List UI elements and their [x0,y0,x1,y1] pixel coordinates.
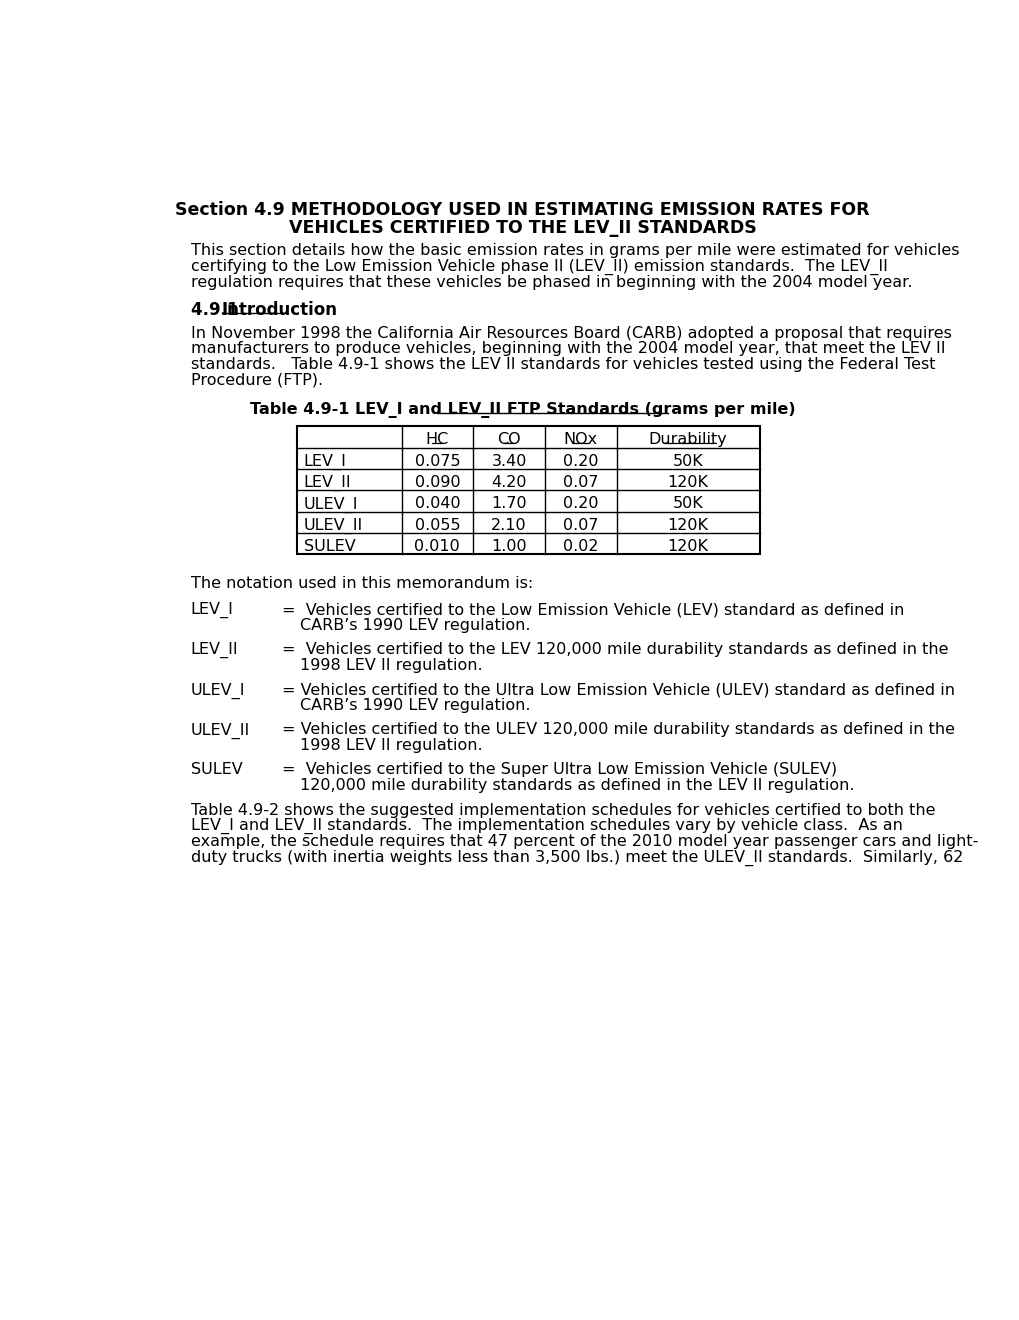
Text: LEV_I: LEV_I [304,454,346,470]
Text: Introduction: Introduction [221,301,337,319]
Text: 1.00: 1.00 [491,539,527,554]
Text: =  Vehicles certified to the Super Ultra Low Emission Vehicle (SULEV): = Vehicles certified to the Super Ultra … [281,763,836,777]
Text: =  Vehicles certified to the Low Emission Vehicle (LEV) standard as defined in: = Vehicles certified to the Low Emission… [281,602,903,618]
Text: duty trucks (with inertia weights less than 3,500 lbs.) meet the ULEV_II standar: duty trucks (with inertia weights less t… [191,850,962,866]
Text: 0.20: 0.20 [562,454,598,469]
Text: 0.07: 0.07 [562,517,598,533]
Text: 0.07: 0.07 [562,475,598,490]
Bar [298,426,759,554]
Text: standards.   Table 4.9-1 shows the LEV II standards for vehicles tested using th: standards. Table 4.9-1 shows the LEV II … [191,356,934,372]
Text: ULEV_II: ULEV_II [191,722,250,739]
Text: VEHICLES CERTIFIED TO THE LEV_II STANDARDS: VEHICLES CERTIFIED TO THE LEV_II STANDAR… [288,219,756,236]
Text: = Vehicles certified to the Ultra Low Emission Vehicle (ULEV) standard as define: = Vehicles certified to the Ultra Low Em… [281,682,954,697]
Text: 0.010: 0.010 [414,539,460,554]
Text: 0.20: 0.20 [562,496,598,511]
Text: 0.055: 0.055 [414,517,460,533]
Text: manufacturers to produce vehicles, beginning with the 2004 model year, that meet: manufacturers to produce vehicles, begin… [191,342,945,356]
Text: 50K: 50K [673,496,703,511]
Text: 120,000 mile durability standards as defined in the LEV II regulation.: 120,000 mile durability standards as def… [300,777,854,793]
Text: 2.10: 2.10 [491,517,527,533]
Text: LEV_II: LEV_II [304,475,352,491]
Text: The notation used in this memorandum is:: The notation used in this memorandum is: [191,577,533,591]
Text: example, the schedule requires that 47 percent of the 2010 model year passenger : example, the schedule requires that 47 p… [191,834,977,849]
Text: 50K: 50K [673,454,703,469]
Text: certifying to the Low Emission Vehicle phase II (LEV_II) emission standards.  Th: certifying to the Low Emission Vehicle p… [191,259,887,276]
Text: LEV_II: LEV_II [191,643,238,659]
Text: 120K: 120K [667,475,708,490]
Text: Section 4.9 METHODOLOGY USED IN ESTIMATING EMISSION RATES FOR: Section 4.9 METHODOLOGY USED IN ESTIMATI… [175,201,869,219]
Text: 4.20: 4.20 [491,475,526,490]
Text: NOx: NOx [564,432,597,447]
Text: 1998 LEV II regulation.: 1998 LEV II regulation. [300,657,482,673]
Text: HC: HC [425,432,448,447]
Text: regulation requires that these vehicles be phased in beginning with the 2004 mod: regulation requires that these vehicles … [191,275,911,289]
Text: LEV_I and LEV_II standards.  The implementation schedules vary by vehicle class.: LEV_I and LEV_II standards. The implemen… [191,818,902,834]
Text: 4.9.1: 4.9.1 [191,301,244,319]
Text: CARB’s 1990 LEV regulation.: CARB’s 1990 LEV regulation. [300,698,530,713]
Text: = Vehicles certified to the ULEV 120,000 mile durability standards as defined in: = Vehicles certified to the ULEV 120,000… [281,722,954,738]
Text: SULEV: SULEV [304,539,356,554]
Text: 120K: 120K [667,517,708,533]
Text: ULEV_II: ULEV_II [304,517,363,533]
Text: 1.70: 1.70 [491,496,527,511]
Text: ULEV_I: ULEV_I [304,496,358,512]
Text: Procedure (FTP).: Procedure (FTP). [191,372,323,388]
Text: ULEV_I: ULEV_I [191,682,245,698]
Text: Table 4.9-1 LEV_I and LEV_II FTP Standards (grams per mile): Table 4.9-1 LEV_I and LEV_II FTP Standar… [250,401,795,417]
Text: 0.075: 0.075 [414,454,460,469]
Text: 120K: 120K [667,539,708,554]
Text: CO: CO [496,432,521,447]
Text: 1998 LEV II regulation.: 1998 LEV II regulation. [300,738,482,752]
Text: Durability: Durability [648,432,727,447]
Text: SULEV: SULEV [191,763,243,777]
Text: Table 4.9-2 shows the suggested implementation schedules for vehicles certified : Table 4.9-2 shows the suggested implemen… [191,803,934,817]
Text: CARB’s 1990 LEV regulation.: CARB’s 1990 LEV regulation. [300,618,530,632]
Text: =  Vehicles certified to the LEV 120,000 mile durability standards as defined in: = Vehicles certified to the LEV 120,000 … [281,643,948,657]
Text: LEV_I: LEV_I [191,602,233,618]
Text: 3.40: 3.40 [491,454,526,469]
Text: In November 1998 the California Air Resources Board (CARB) adopted a proposal th: In November 1998 the California Air Reso… [191,326,951,341]
Text: 0.040: 0.040 [414,496,460,511]
Text: 0.090: 0.090 [414,475,460,490]
Text: This section details how the basic emission rates in grams per mile were estimat: This section details how the basic emiss… [191,243,958,259]
Text: 0.02: 0.02 [562,539,598,554]
